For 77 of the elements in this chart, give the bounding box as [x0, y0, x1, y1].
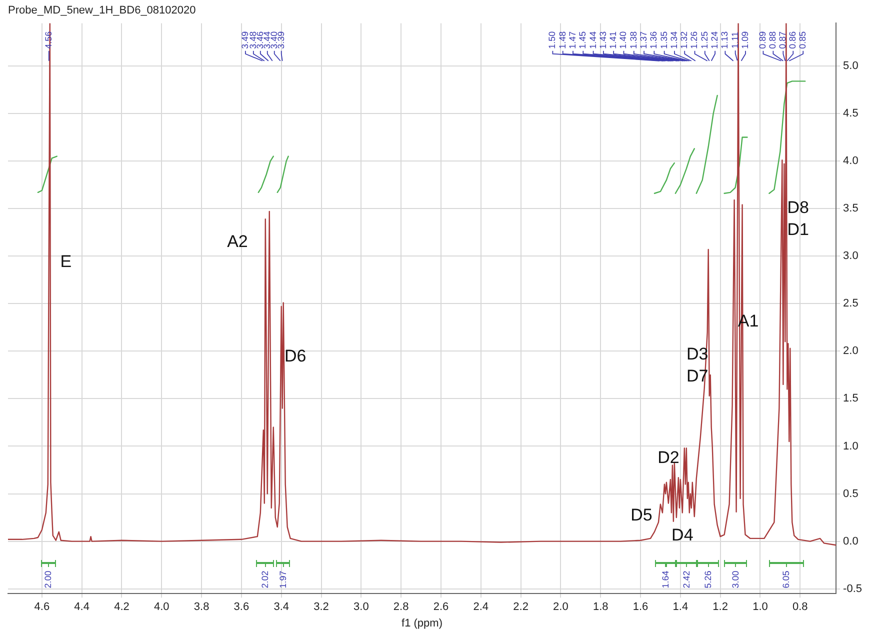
x-tick-label: 2.2: [513, 601, 528, 614]
x-tick-label: 4.0: [154, 601, 170, 614]
x-tick-label: 0.8: [792, 601, 808, 614]
y-tick-label: 1.0: [843, 440, 858, 452]
y-tick-label: 2.5: [843, 298, 858, 310]
annotation: 1.43: [598, 31, 608, 49]
annotation: D2: [658, 448, 680, 467]
x-tick-label: 3.0: [354, 601, 369, 614]
y-tick-label: 3.0: [843, 250, 858, 262]
annotation: 2.02: [260, 570, 270, 588]
annotation: 5.26: [702, 570, 713, 588]
annotation: 1.44: [588, 31, 598, 49]
annotation: D5: [630, 506, 652, 525]
annotation: 1.32: [679, 31, 690, 49]
annotation: 4.56: [43, 31, 54, 49]
annotation: 1.24: [710, 31, 720, 49]
annotation: 1.13: [720, 31, 730, 49]
annotation: 6.05: [781, 570, 792, 588]
x-axis-title: f1 (ppm): [402, 617, 443, 630]
annotation: A2: [227, 232, 248, 251]
annotation: 3.00: [730, 570, 740, 588]
annotation: 2.00: [42, 570, 53, 588]
annotation: 1.48: [557, 31, 568, 49]
annotation: D4: [672, 526, 694, 545]
annotation: 1.37: [638, 31, 649, 49]
y-tick-label: 4.0: [843, 155, 858, 168]
x-tick-label: 1.0: [752, 601, 768, 614]
annotation: 0.85: [798, 31, 808, 49]
annotation: 0.87: [778, 31, 788, 49]
x-tick-label: 2.8: [393, 601, 409, 614]
x-tick-label: 4.4: [74, 601, 90, 614]
x-tick-label: 1.2: [712, 601, 728, 614]
annotation: E: [60, 252, 72, 271]
x-tick-label: 3.6: [234, 601, 250, 614]
annotation: 1.35: [658, 31, 669, 49]
annotation: 1.11: [730, 32, 740, 49]
y-tick-label: 4.5: [843, 108, 858, 120]
annotation: 0.89: [758, 31, 768, 49]
x-tick-label: 1.6: [632, 601, 648, 614]
annotation: D1: [787, 220, 809, 239]
annotation: 0.88: [768, 31, 778, 49]
y-tick-label: -0.5: [843, 582, 862, 595]
y-tick-label: 5.0: [843, 60, 858, 72]
x-tick-label: 1.8: [592, 601, 608, 614]
x-tick-label: 2.6: [433, 601, 449, 614]
annotation: 2.42: [681, 570, 692, 588]
x-tick-label: 3.8: [194, 601, 210, 614]
x-tick-label: 4.2: [114, 601, 130, 614]
annotation: 0.86: [788, 31, 798, 49]
y-tick-label: 3.5: [843, 202, 858, 215]
annotation: 1.25: [699, 31, 710, 49]
y-tick-label: 1.5: [843, 392, 858, 405]
annotation: 1.64: [660, 570, 670, 588]
x-tick-label: 1.4: [672, 601, 688, 614]
x-tick-label: 4.6: [34, 601, 50, 614]
annotation: 1.34: [668, 31, 679, 49]
x-tick-label: 2.4: [473, 601, 489, 614]
annotation: D6: [284, 346, 306, 366]
annotation: D8: [787, 198, 809, 218]
annotation: 1.41: [608, 31, 618, 49]
y-tick-label: 0.0: [843, 535, 858, 548]
annotation: 1.97: [278, 570, 288, 588]
annotation: 1.47: [567, 31, 578, 49]
y-tick-label: 0.5: [843, 488, 858, 500]
x-tick-label: 2.0: [553, 601, 568, 614]
y-tick-label: 2.0: [843, 345, 858, 358]
chart-title: Probe_MD_5new_1H_BD6_08102020: [8, 4, 196, 17]
annotation: 1.40: [618, 31, 628, 49]
x-tick-label: 3.2: [314, 601, 329, 614]
x-tick-label: 3.4: [274, 601, 290, 614]
annotation: 1.26: [689, 31, 700, 49]
annotation: 1.36: [648, 31, 659, 49]
annotation: 1.45: [578, 31, 588, 49]
annotation: 3.49: [240, 31, 250, 49]
annotation: 1.50: [547, 31, 558, 49]
annotation: 1.38: [628, 31, 638, 49]
annotation: 1.09: [740, 31, 750, 49]
